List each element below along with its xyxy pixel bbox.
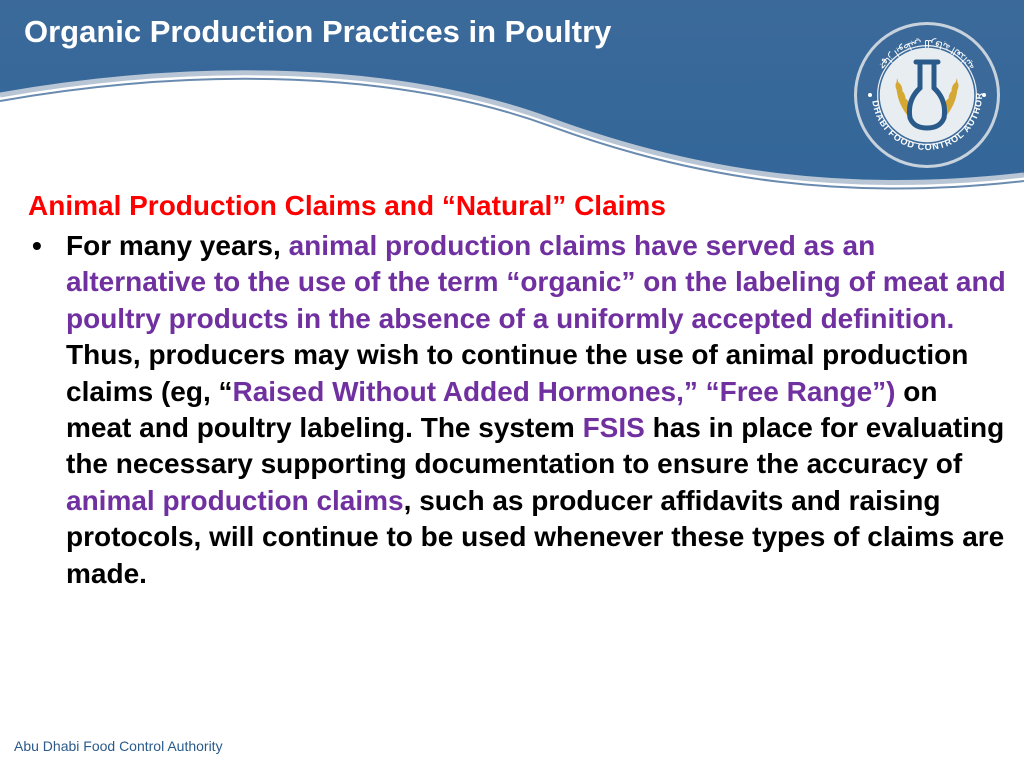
footer-text: Abu Dhabi Food Control Authority xyxy=(14,738,223,754)
bullet-marker: • xyxy=(28,228,66,592)
highlight-segment: FSIS xyxy=(583,412,645,443)
highlight-segment: animal production claims xyxy=(66,485,404,516)
bullet-item: • For many years, animal production clai… xyxy=(28,228,1006,592)
authority-logo: ABU DHABI FOOD CONTROL AUTHORITY جهاز أب… xyxy=(852,20,1002,170)
text-segment: For many years, xyxy=(66,230,289,261)
highlight-segment: Raised Without Added Hormones,” “Free Ra… xyxy=(233,376,896,407)
bullet-text: For many years, animal production claims… xyxy=(66,228,1006,592)
content-subtitle: Animal Production Claims and “Natural” C… xyxy=(28,190,1006,222)
slide-content: Animal Production Claims and “Natural” C… xyxy=(28,190,1006,592)
slide-title: Organic Production Practices in Poultry xyxy=(24,14,611,50)
